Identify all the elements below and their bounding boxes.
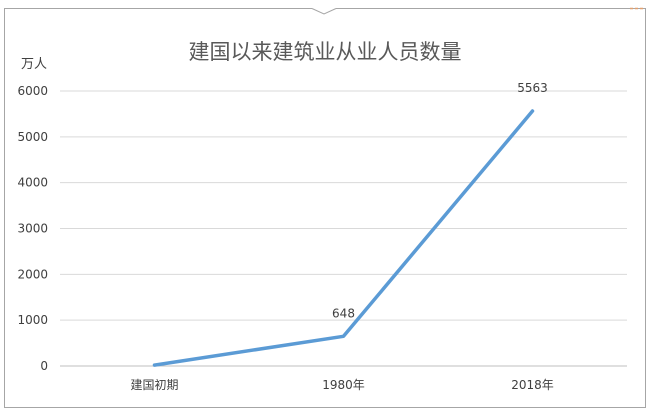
- data-labels: 648 5563: [332, 81, 548, 320]
- series-layer: [152, 109, 535, 367]
- x-tick-label: 2018年: [511, 378, 554, 392]
- chart-title: 建国以来建筑业从业人员数量: [189, 40, 462, 64]
- y-axis-ticks: 0 1000 2000 3000 4000 5000 6000: [17, 84, 48, 373]
- y-tick-label: 5000: [17, 130, 48, 144]
- data-label: 648: [332, 306, 355, 320]
- y-tick-label: 3000: [17, 222, 48, 236]
- x-tick-label: 建国初期: [130, 378, 178, 392]
- x-tick-label: 1980年: [322, 378, 365, 392]
- y-axis-label: 万人: [21, 57, 47, 72]
- y-tick-label: 2000: [17, 267, 48, 281]
- y-tick-label: 0: [40, 359, 48, 373]
- x-axis-ticks: 建国初期 1980年 2018年: [130, 378, 553, 392]
- y-tick-label: 6000: [17, 84, 48, 98]
- data-label: 5563: [517, 81, 548, 95]
- border-notch-gap: [312, 6, 336, 11]
- chart-border: [4, 8, 646, 408]
- y-tick-label: 4000: [17, 176, 48, 190]
- border-notch: [311, 8, 337, 15]
- y-tick-label: 1000: [17, 313, 48, 327]
- series-line: [152, 109, 535, 367]
